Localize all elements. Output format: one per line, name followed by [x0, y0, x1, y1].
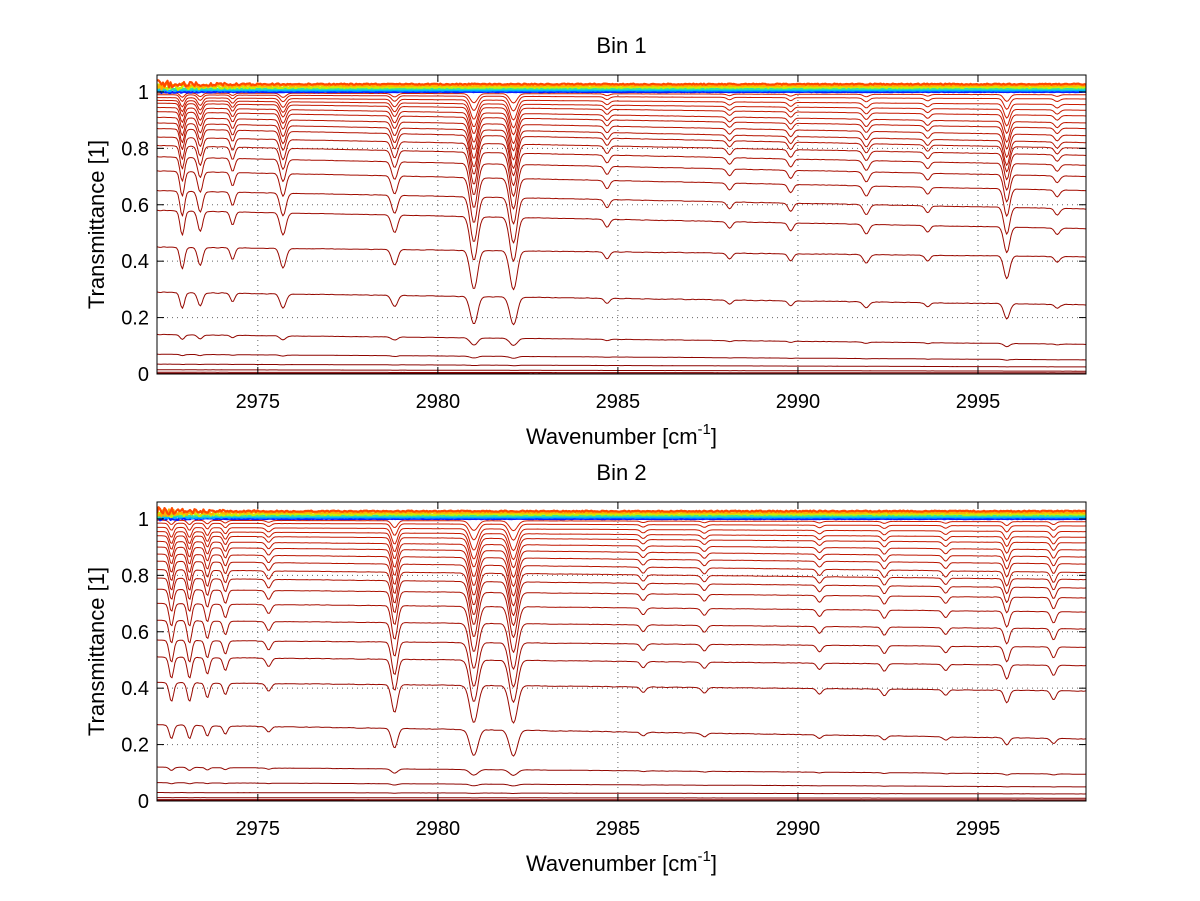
series-line-unity: [157, 516, 1086, 522]
subplot-bin-2: Bin 2 2975 2980 2985 2990 2995 0 0.2 0.4 0.6 0.8 1 W…: [84, 460, 1087, 876]
series-line: [157, 92, 1086, 104]
y-tick-label: 0.6: [121, 195, 149, 217]
series-line: [157, 782, 1086, 788]
series-line: [157, 369, 1086, 372]
y-tick-label: 0: [138, 791, 149, 813]
series-line-unity: [157, 83, 1086, 91]
series-line: [157, 546, 1086, 587]
series-line: [157, 766, 1086, 776]
series-line: [157, 127, 1086, 177]
series-line-unity: [157, 88, 1086, 93]
series-line: [157, 639, 1086, 688]
series-line: [157, 619, 1086, 670]
series-line: [157, 111, 1086, 152]
y-tick-label: 1: [138, 509, 149, 531]
axes-box: [156, 74, 1087, 375]
series-group: [157, 79, 1086, 374]
x-tick-label: 2990: [776, 391, 821, 413]
series-line-unity: [157, 89, 1086, 95]
series-line: [157, 246, 1086, 291]
x-tick-label: 2975: [236, 391, 281, 413]
chart-title: Bin 2: [596, 460, 646, 485]
series-line: [157, 353, 1086, 361]
y-tick-label: 0.8: [121, 138, 149, 160]
series-line: [157, 363, 1086, 368]
y-tick-label: 0.2: [121, 308, 149, 330]
series-line: [157, 540, 1086, 578]
x-tick-label: 2985: [596, 818, 641, 840]
y-tick-label: 0: [138, 364, 149, 386]
series-line: [157, 94, 1086, 112]
series-line: [157, 602, 1086, 653]
series-line-unity: [157, 515, 1086, 520]
series-line: [157, 553, 1086, 597]
series-line: [157, 106, 1086, 145]
series-line: [157, 97, 1086, 121]
y-tick-label: 1: [138, 82, 149, 104]
x-tick-label: 2995: [956, 391, 1001, 413]
x-tick-label: 2990: [776, 818, 821, 840]
y-axis-label: Transmittance [1]: [84, 140, 109, 309]
x-axis-label: Wavenumber [cm-1]: [526, 421, 717, 449]
series-line: [157, 371, 1086, 374]
series-line: [157, 122, 1086, 169]
series-line-unity: [157, 79, 1086, 89]
x-tick-label: 2980: [416, 818, 461, 840]
series-line: [157, 577, 1086, 626]
series-line: [157, 170, 1086, 225]
series-line: [157, 209, 1086, 262]
axes-box: [156, 501, 1087, 802]
y-tick-label: 0.6: [121, 622, 149, 644]
series-line: [157, 99, 1086, 129]
series-line: [157, 535, 1086, 569]
subplot-bin-1: Bin 1 2975 2980 2985 2990 2995 0 0.2 0.4 0.6 0.8 1 W…: [84, 33, 1087, 449]
series-line: [157, 519, 1086, 532]
series-line: [157, 588, 1086, 638]
series-line: [157, 136, 1086, 187]
series-line: [157, 333, 1086, 348]
series-line: [157, 531, 1086, 561]
x-tick-label: 2985: [596, 391, 641, 413]
chart-title: Bin 1: [596, 33, 646, 58]
series-line: [157, 102, 1086, 136]
series-line-unity: [157, 508, 1086, 518]
series-line-unity: [157, 506, 1086, 516]
series-line: [157, 291, 1086, 326]
series-line: [157, 156, 1086, 210]
y-tick-label: 0.4: [121, 251, 149, 273]
series-line: [157, 116, 1086, 161]
y-tick-label: 0.2: [121, 735, 149, 757]
series-line: [157, 792, 1086, 795]
x-axis-label: Wavenumber [cm-1]: [526, 848, 717, 876]
series-line: [157, 724, 1086, 757]
series-line: [157, 681, 1086, 724]
series-group: [157, 506, 1086, 801]
x-tick-label: 2995: [956, 818, 1001, 840]
series-line: [157, 656, 1086, 703]
y-tick-label: 0.4: [121, 678, 149, 700]
series-line: [157, 522, 1086, 541]
y-tick-label: 0.8: [121, 565, 149, 587]
series-line: [157, 189, 1086, 244]
x-tick-label: 2980: [416, 391, 461, 413]
series-line: [157, 569, 1086, 617]
series-line-unity: [157, 509, 1086, 518]
x-tick-label: 2975: [236, 818, 281, 840]
series-line: [157, 526, 1086, 552]
series-line: [157, 797, 1086, 799]
series-line: [157, 144, 1086, 197]
series-line: [157, 560, 1086, 607]
y-axis-label: Transmittance [1]: [84, 567, 109, 736]
